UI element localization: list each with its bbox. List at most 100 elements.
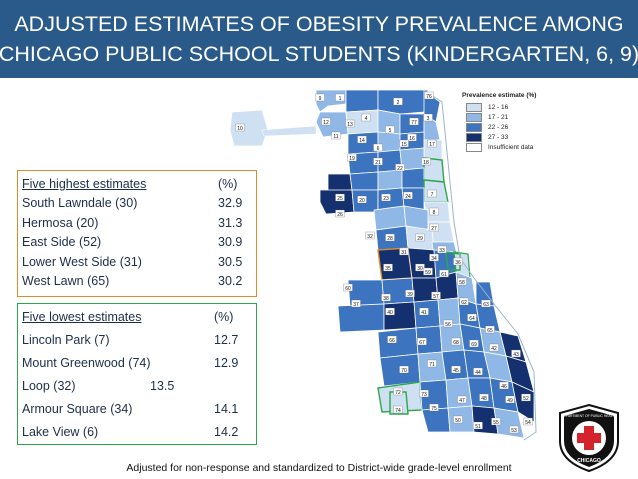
map-area-label: 7 (431, 192, 434, 198)
map-area-label: 44 (475, 370, 481, 376)
map-area-label: 74 (395, 408, 401, 414)
legend-title: Prevalence estimate (%) (462, 92, 537, 99)
map-area-label-box (417, 337, 427, 346)
map-area-label-box (395, 163, 405, 172)
map-area-label: 5 (389, 128, 392, 134)
title-line-2: CHICAGO PUBLIC SCHOOL STUDENTS (KINDERGA… (0, 42, 638, 66)
map-area-label: 75 (431, 406, 437, 412)
map-area-label: 41 (421, 310, 427, 316)
map-area-label-box (427, 139, 437, 148)
map-area-label: 8 (433, 210, 436, 216)
legend-item: 12 - 16 (462, 102, 572, 112)
map-area-label-box (419, 389, 429, 398)
map-area-label-box (473, 421, 483, 430)
map-area-label-box (491, 417, 501, 426)
map-area-label-box (451, 365, 461, 374)
map-area (467, 377, 495, 409)
community-area-name: Armour Square (34) (22, 402, 133, 416)
map-area-label: 59 (425, 270, 431, 276)
legend-item: 27 - 33 (462, 132, 572, 142)
map-area-label: 67 (419, 340, 425, 346)
map-area-label-box (499, 381, 509, 390)
map-area-label: 29 (417, 236, 423, 242)
map-area-label: 18 (423, 160, 429, 166)
legend-label: 22 - 26 (488, 123, 509, 131)
map-area-label: 52 (523, 396, 529, 402)
legend-label: 17 - 21 (488, 113, 509, 121)
map-area-label-box (427, 359, 437, 368)
map-area-label-box (393, 387, 403, 396)
community-area-name: Lincoln Park (7) (22, 333, 110, 347)
legend-label: 12 - 16 (488, 103, 509, 111)
map-area-label-box (321, 117, 331, 126)
map-area-label-box (453, 415, 463, 424)
map-area-label-box (424, 91, 434, 100)
legend-label: Insufficient data (488, 143, 534, 151)
map-area (441, 349, 469, 381)
map-area-label-box (479, 393, 489, 402)
map-area-label-box (473, 367, 483, 376)
legend-swatch (466, 122, 482, 132)
legend-swatch (466, 112, 482, 122)
map-area-label: 76 (426, 94, 432, 100)
prevalence-value: 32.9 (218, 196, 243, 210)
map-area-label: 21 (375, 160, 381, 166)
map-area-label: 31 (401, 250, 407, 256)
map-area-label: 10 (237, 126, 243, 132)
map-area-label: 1 (339, 96, 342, 102)
map-area-label-box (415, 263, 425, 272)
map-area-label-box (365, 231, 375, 240)
map-area-label: 70 (401, 368, 407, 374)
map-area-label-box (381, 293, 391, 302)
map-area-label: 42 (491, 346, 497, 352)
map-area-label: 14 (359, 138, 365, 144)
map-area (261, 125, 317, 137)
lowest-unit: (%) (214, 310, 234, 324)
prevalence-value: 12.9 (214, 356, 239, 370)
map-area-label-box (407, 133, 417, 142)
map-area-label-box (429, 253, 439, 262)
map-area-label: 61 (441, 272, 447, 278)
prevalence-value: 30.5 (218, 254, 243, 269)
map-area-label: 45 (453, 368, 459, 374)
map-area-label-box (511, 349, 521, 358)
map-area-label: 24 (405, 194, 411, 200)
highest-estimates-box: Five highest estimates (%) South Lawndal… (17, 170, 257, 297)
prevalence-value: 30.2 (218, 274, 243, 288)
map-area-label: 50 (455, 418, 461, 424)
map-area-label: 9 (319, 96, 322, 102)
map-area-label: 36 (455, 260, 461, 266)
legend-item: 22 - 26 (462, 122, 572, 132)
map-area-label: 6 (377, 146, 380, 152)
map-area-label-box (415, 233, 425, 242)
map-area-label: 12 (323, 120, 329, 126)
map-area-label: 25 (337, 196, 343, 202)
map-area-label-box (419, 307, 429, 316)
community-area-name: Mount Greenwood (74) (22, 356, 151, 370)
map-area-label-box (457, 277, 467, 286)
map-area-label: 35 (385, 266, 391, 272)
map-area-label-box (393, 97, 403, 106)
map-area (327, 173, 353, 193)
map-area-label-box (373, 157, 383, 166)
map-area-label-box (521, 393, 531, 402)
map-area-label: 48 (481, 396, 487, 402)
map-area (383, 301, 417, 331)
map-area-label-box (509, 425, 519, 434)
lowest-header: Five lowest estimates (22, 310, 142, 324)
map-area-label-box (437, 245, 447, 254)
lowest-estimates-box: Five lowest estimates (%) Lincoln Park (… (17, 303, 257, 445)
map-area-label: 43 (513, 352, 519, 358)
map-area-label: 33 (439, 248, 445, 254)
map-area-label: 32 (367, 234, 373, 240)
map-area (377, 89, 429, 115)
map-area-label-box (235, 123, 245, 132)
map-area-label-box (451, 337, 461, 346)
map-area-label: 3 (427, 116, 430, 122)
map-area-label-box (485, 325, 495, 334)
prevalence-value: 14.1 (214, 402, 239, 416)
map-area-label-box (453, 257, 463, 266)
map-area (445, 251, 461, 271)
map-area-label-box (381, 193, 391, 202)
map-area-label-box (523, 417, 533, 426)
